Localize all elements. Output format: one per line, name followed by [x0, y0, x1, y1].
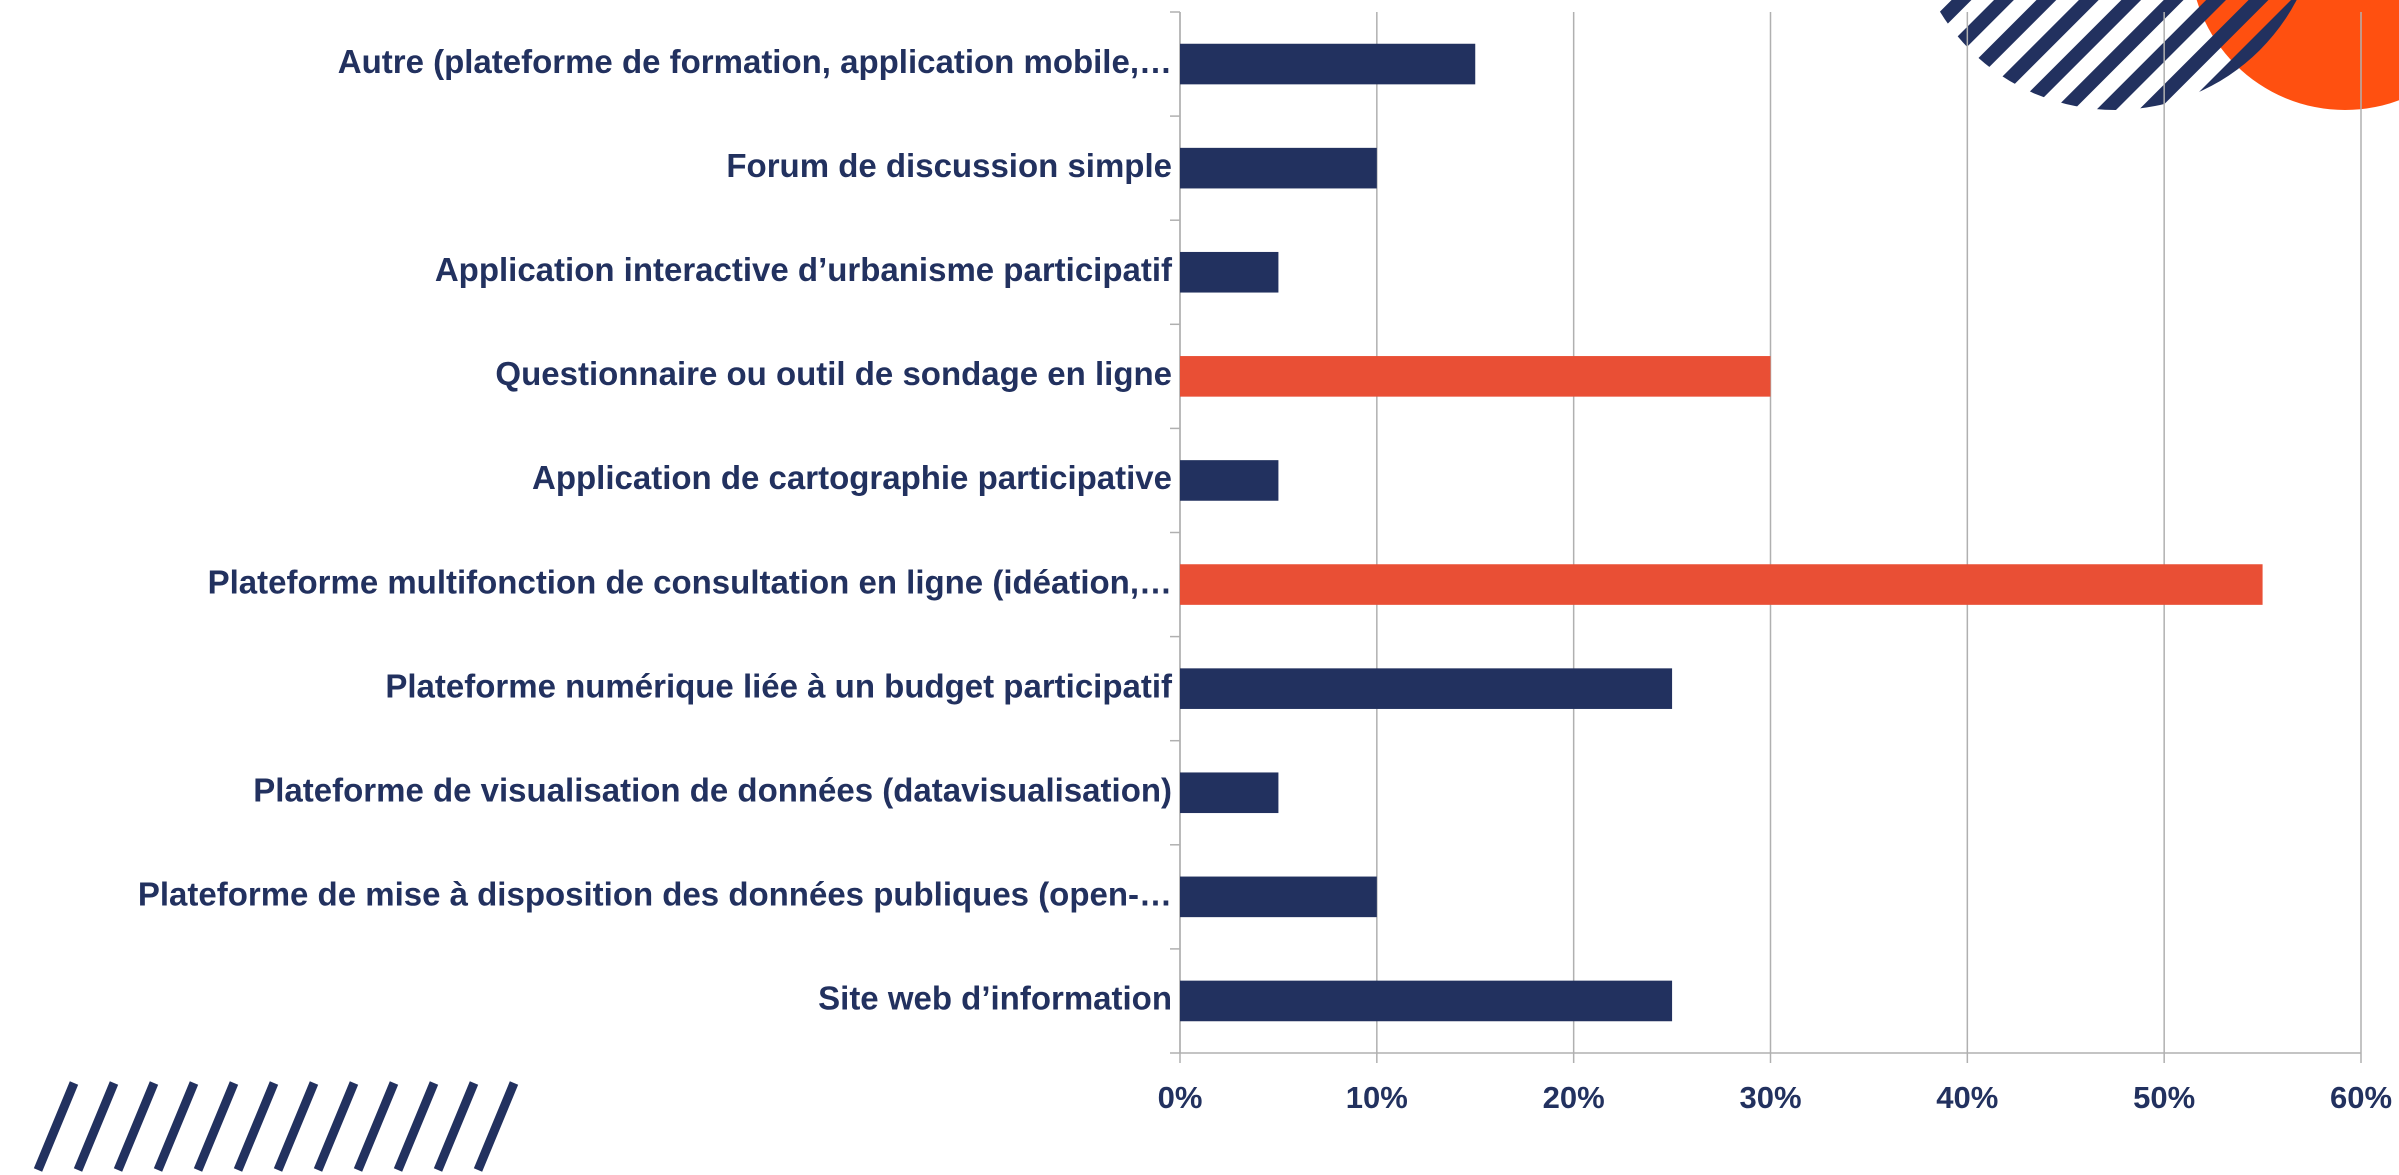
bar [1180, 877, 1377, 918]
bar [1180, 564, 2263, 605]
y-tick-label: Application de cartographie participativ… [532, 459, 1172, 496]
slash [238, 1083, 274, 1170]
x-tick-label: 10% [1346, 1080, 1408, 1115]
x-tick-label: 20% [1543, 1080, 1605, 1115]
slash [398, 1083, 434, 1170]
y-tick-label: Forum de discussion simple [726, 147, 1172, 184]
decoration [1910, 0, 2399, 110]
slash [318, 1083, 354, 1170]
bar [1180, 252, 1278, 293]
bar [1180, 148, 1377, 189]
slash [118, 1083, 154, 1170]
bar [1180, 981, 1672, 1022]
y-tick-label: Plateforme numérique liée à un budget pa… [385, 667, 1173, 704]
y-tick-label: Plateforme de visualisation de données (… [253, 771, 1172, 808]
slash-decoration [38, 1083, 514, 1170]
page: {"chart_data": {"type": "bar", "orientat… [0, 0, 2399, 1175]
x-tick-label: 50% [2133, 1080, 2195, 1115]
y-tick-label: Application interactive d’urbanisme part… [435, 251, 1173, 288]
x-tick-label: 0% [1158, 1080, 1203, 1115]
slash [38, 1083, 74, 1170]
y-tick-label: Site web d’information [818, 980, 1172, 1017]
slash [158, 1083, 194, 1170]
bar [1180, 772, 1278, 813]
slash [78, 1083, 114, 1170]
slash [198, 1083, 234, 1170]
slash [278, 1083, 314, 1170]
slash [358, 1083, 394, 1170]
bar [1180, 668, 1672, 709]
x-tick-label: 30% [1739, 1080, 1801, 1115]
slash [438, 1083, 474, 1170]
y-tick-label: Plateforme multifonction de consultation… [208, 563, 1172, 600]
plot: 0% 10% 20% 30% 40% 50% 60% Autre (plateforme de… [138, 12, 2392, 1115]
chart: 0% 10% 20% 30% 40% 50% 60% Autre (plateforme de… [0, 0, 2399, 1175]
y-tick-label: Autre (plateforme de formation, applicat… [338, 43, 1172, 80]
slash [478, 1083, 514, 1170]
bar [1180, 460, 1278, 501]
y-tick-label: Plateforme de mise à disposition des don… [138, 876, 1172, 913]
y-tick-label: Questionnaire ou outil de sondage en lig… [495, 355, 1172, 392]
x-tick-label: 60% [2330, 1080, 2392, 1115]
bar [1180, 356, 1771, 397]
bar [1180, 44, 1475, 85]
x-tick-label: 40% [1936, 1080, 1998, 1115]
